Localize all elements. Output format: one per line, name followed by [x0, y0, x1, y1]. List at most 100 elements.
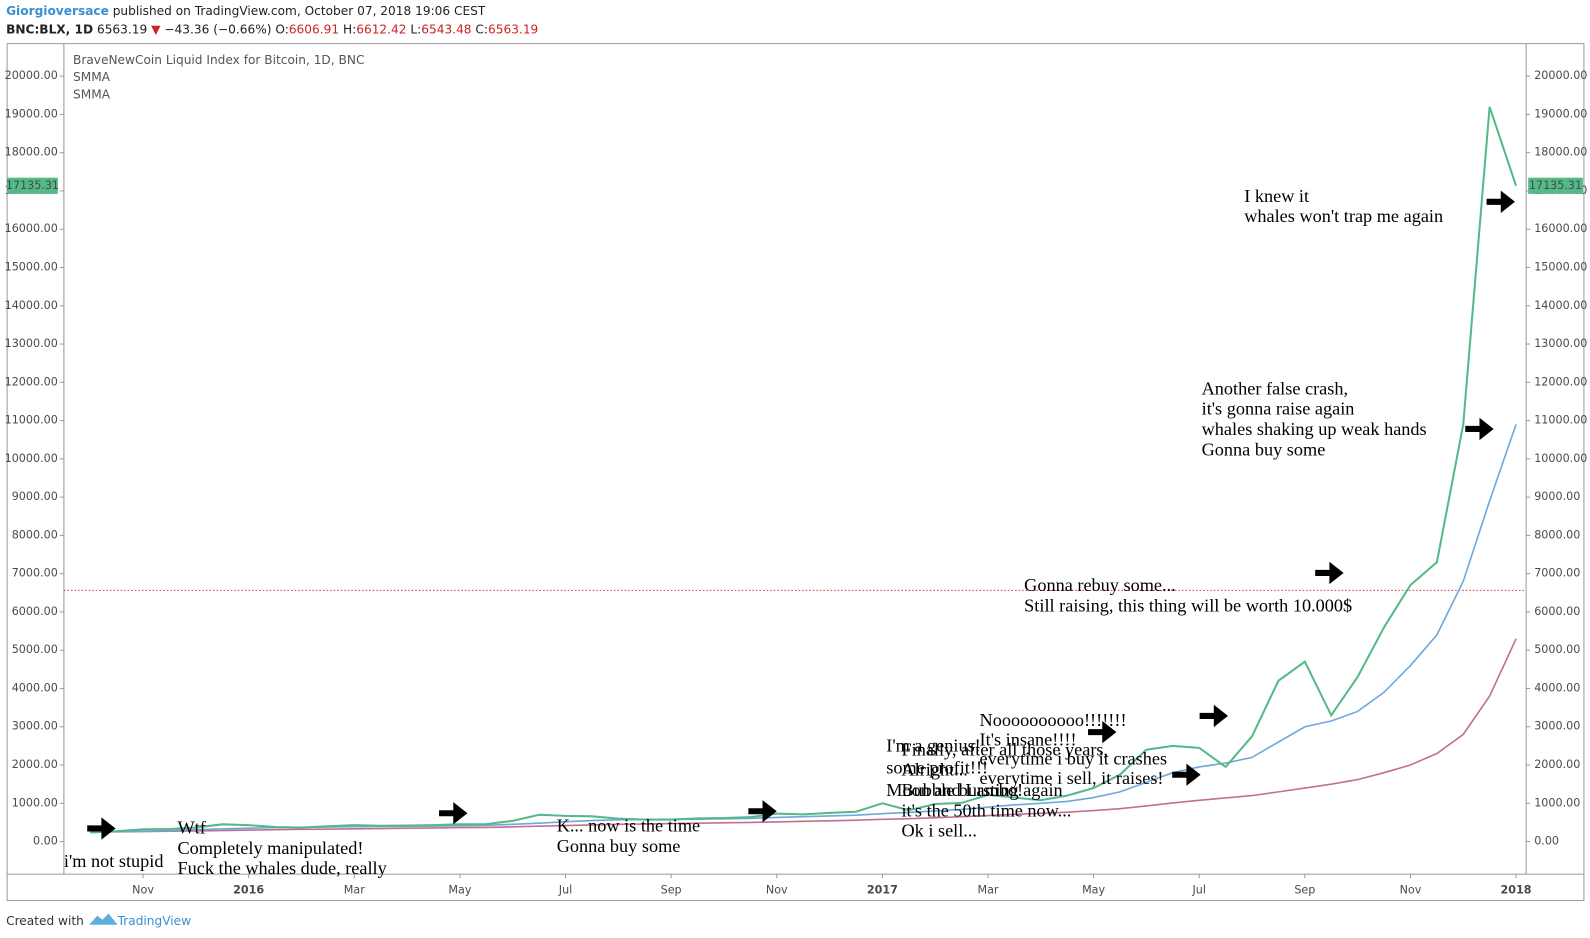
- c: 6563.19: [488, 22, 538, 36]
- y-tick-label: 3000.00: [1534, 720, 1580, 733]
- annotation: Fuck the whales dude, really: [177, 858, 387, 878]
- y-tick-label: 1000.00: [12, 796, 58, 809]
- footer-brand[interactable]: TradingView: [117, 914, 192, 928]
- y-tick-label: 19000.00: [1534, 107, 1587, 120]
- y-tick-label: 3000.00: [12, 720, 58, 733]
- y-tick-label: 18000.00: [1534, 146, 1587, 159]
- annotation: K... now is the time: [557, 816, 700, 836]
- annotation: It's insane!!!!: [980, 729, 1077, 749]
- y-tick-label: 14000.00: [1534, 299, 1587, 312]
- y-tick-label: 2000.00: [12, 758, 58, 771]
- h: 6612.42: [356, 22, 406, 36]
- y-tick-label: 20000.00: [5, 69, 58, 82]
- x-tick-label: 2017: [867, 883, 898, 896]
- annotation: Alright...: [901, 760, 967, 780]
- y-tick-label: 8000.00: [1534, 528, 1580, 541]
- x-tick-label: 2018: [1501, 883, 1532, 896]
- y-tick-label: 7000.00: [1534, 567, 1580, 580]
- smma-line: [90, 424, 1517, 833]
- arrow: [1486, 190, 1515, 213]
- last-price-label: 17135.31: [1529, 179, 1582, 192]
- annotation: Gonna buy some: [557, 836, 681, 856]
- annotation: Finally, after all those years,: [901, 739, 1108, 759]
- arrow: [439, 802, 468, 825]
- annotation: Noooooooooo!!!!!!!: [980, 710, 1127, 730]
- last: 6563.19: [97, 22, 147, 36]
- l: 6543.48: [421, 22, 471, 36]
- y-tick-label: 13000.00: [5, 337, 58, 350]
- y-tick-label: 5000.00: [1534, 643, 1580, 656]
- x-tick-label: Jul: [1191, 883, 1205, 896]
- annotation: I'm a genius!: [886, 735, 981, 755]
- annotation: Gonna rebuy some...: [1024, 575, 1176, 595]
- o-label: O:: [275, 22, 288, 36]
- annotation: it's gonna raise again: [1202, 399, 1355, 419]
- x-tick-label: Nov: [132, 883, 154, 896]
- down-arrow: ▼: [151, 22, 161, 36]
- annotation: Bubble bursting again: [901, 780, 1062, 800]
- last-price-box: [1528, 177, 1583, 194]
- annotation: everytime i sell, it raises!: [980, 768, 1164, 788]
- arrow: [1088, 720, 1117, 744]
- o: 6606.91: [289, 22, 339, 36]
- last-price-box: [7, 177, 58, 194]
- y-tick-label: 15000.00: [1534, 261, 1587, 274]
- arrow: [1315, 561, 1344, 585]
- legend-entry: SMMA: [73, 70, 111, 84]
- arrows: [87, 190, 1515, 840]
- y-tick-label: 20000.00: [1534, 69, 1587, 82]
- arrow: [1199, 704, 1228, 728]
- x-tick-label: Nov: [766, 883, 788, 896]
- x-tick-label: Mar: [344, 883, 365, 896]
- frame: [6, 43, 1585, 901]
- last-price-label: 17135.31: [6, 179, 59, 192]
- annotation: I knew it: [1244, 186, 1309, 206]
- change: −43.36 (−0.66%): [164, 22, 271, 36]
- plot: 0.00 0.00 1000.00 1000.00 2000.00 2000.00 3000…: [5, 69, 1588, 896]
- annotation: Wtf: [177, 818, 206, 838]
- h-label: H:: [343, 22, 356, 36]
- arrow: [1172, 763, 1201, 786]
- annotation: Completely manipulated!: [177, 838, 363, 858]
- y-tick-label: 11000.00: [5, 414, 58, 427]
- smma-line: [90, 638, 1517, 833]
- chart-title: BraveNewCoin Liquid Index for Bitcoin, 1…: [73, 53, 364, 67]
- annotation: some profit!!!: [886, 758, 988, 778]
- y-tick-label: 15000.00: [5, 261, 58, 274]
- y-tick-label: 10000.00: [5, 452, 58, 465]
- published: published on TradingView.com, October 07…: [113, 4, 486, 18]
- y-tick-label: 9000.00: [12, 490, 58, 503]
- y-tick-label: 1000.00: [1534, 796, 1580, 809]
- y-tick-label: 18000.00: [5, 146, 58, 159]
- y-tick-label: 6000.00: [1534, 605, 1580, 618]
- y-tick-label: 12000.00: [1534, 375, 1587, 388]
- y-tick-label: 11000.00: [1534, 414, 1587, 427]
- annotation: whales shaking up weak hands: [1202, 419, 1427, 439]
- author[interactable]: Giorgioversace: [6, 4, 109, 18]
- annotation: Gonna buy some: [1202, 439, 1326, 459]
- y-tick-label: 7000.00: [12, 567, 58, 580]
- arrow: [748, 800, 777, 823]
- x-tick-label: Sep: [1294, 883, 1315, 896]
- annotation: it's the 50th time now...: [901, 800, 1071, 820]
- header-line: Giorgioversace published on TradingView.…: [6, 4, 486, 18]
- y-tick-label: 13000.00: [1534, 337, 1587, 350]
- ohlc-line: BNC:BLX, 1D 6563.19 ▼ −43.36 (−0.66%) O:…: [6, 22, 538, 36]
- y-tick-label: 19000.00: [5, 107, 58, 120]
- annotation: Ok i sell...: [901, 821, 977, 841]
- logo: [89, 913, 118, 925]
- x-tick-label: May: [1082, 883, 1105, 896]
- arrow: [87, 817, 116, 840]
- y-tick-label: 16000.00: [1534, 222, 1587, 235]
- x-tick-label: May: [448, 883, 471, 896]
- annotation: whales won't trap me again: [1244, 206, 1443, 226]
- y-tick-label: 10000.00: [1534, 452, 1587, 465]
- price-line-series: [90, 106, 1518, 834]
- x-tick-label: Nov: [1400, 883, 1422, 896]
- footer-created: Created with: [6, 914, 84, 928]
- arrow: [1465, 417, 1494, 441]
- annotation: i'm not stupid: [64, 851, 164, 871]
- y-tick-label: 9000.00: [1534, 490, 1580, 503]
- y-tick-label: 4000.00: [1534, 681, 1580, 694]
